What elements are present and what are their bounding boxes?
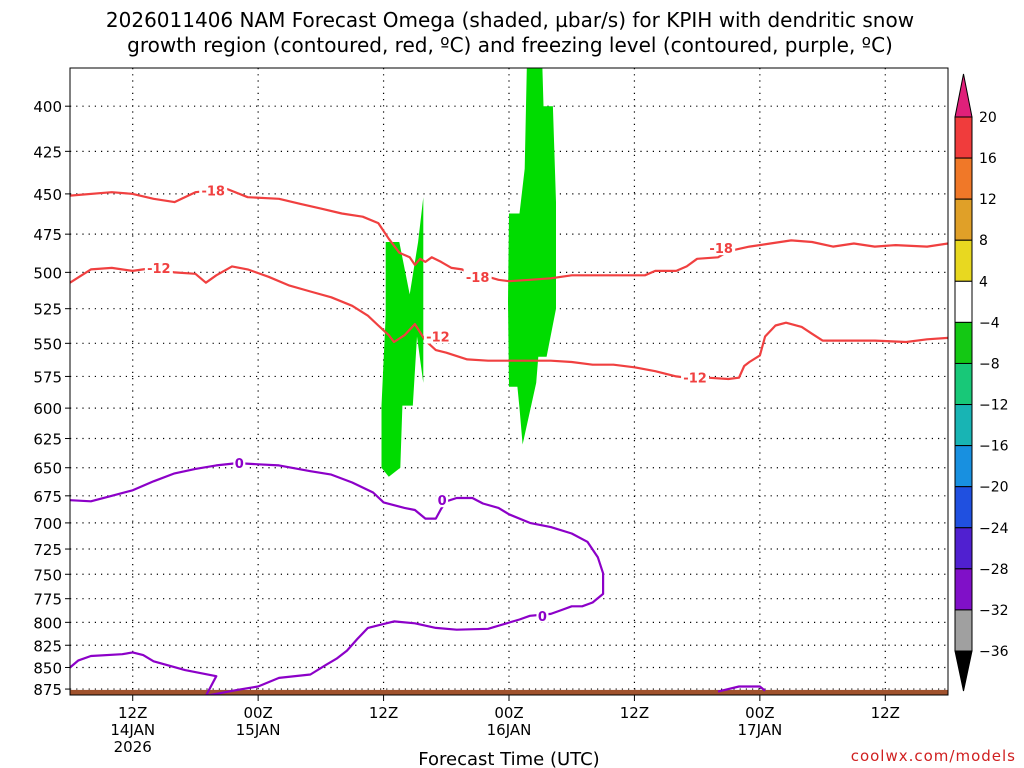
contour-label-bg <box>199 182 228 198</box>
contour-label-bg <box>436 492 449 508</box>
x-tick-label: 16JAN <box>487 721 532 739</box>
colorbar-swatch <box>954 157 973 200</box>
contour-label: 0 <box>438 494 447 509</box>
colorbar-tick-label: −4 <box>979 315 1000 331</box>
x-tick-label: 12Z <box>871 704 900 722</box>
colorbar-tick-label: 16 <box>979 151 997 167</box>
contour-label-bg <box>536 607 549 623</box>
x-tick-label: 00Z <box>494 704 523 722</box>
contour-label: -12 <box>426 331 450 346</box>
y-tick-label: 450 <box>33 186 62 204</box>
colorbar-bottom-arrow <box>954 650 973 692</box>
y-tick-label: 725 <box>33 541 62 559</box>
colorbar-tick-label: 12 <box>979 192 997 208</box>
colorbar-swatch <box>954 362 973 406</box>
y-tick-label: 800 <box>33 614 62 632</box>
x-tick-label: 2026 <box>114 738 152 756</box>
y-tick-label: 875 <box>33 681 62 699</box>
y-tick-label: 525 <box>33 301 62 319</box>
y-tick-label: 775 <box>33 591 62 609</box>
y-tick-label: 550 <box>33 335 62 353</box>
y-tick-label: 425 <box>33 143 62 161</box>
colorbar-tick-label: −12 <box>979 398 1009 414</box>
contour-line <box>70 265 948 381</box>
y-tick-label: 700 <box>33 515 62 533</box>
x-tick-label: 12Z <box>620 704 649 722</box>
colorbar-swatch <box>954 527 973 570</box>
y-tick-label: 400 <box>33 98 62 116</box>
contour-line <box>717 685 766 693</box>
contour-label: 0 <box>538 610 547 625</box>
colorbar-swatch <box>954 404 973 447</box>
x-tick-label: 12Z <box>118 704 147 722</box>
colorbar-tick-label: −32 <box>979 603 1009 619</box>
contour-label-bg <box>707 240 736 256</box>
y-tick-label: 825 <box>33 637 62 655</box>
colorbar-tick-label: −8 <box>979 356 1000 372</box>
terrain-fill <box>70 689 948 695</box>
y-axis: 400 425 450 475 500 525 550 575 600 625 650 675 700 7… <box>33 98 70 699</box>
credit-text: coolwx.com/models <box>851 747 1016 765</box>
x-tick-label: 17JAN <box>737 721 782 739</box>
y-tick-label: 575 <box>33 368 62 386</box>
x-tick-label: 12Z <box>369 704 398 722</box>
colorbar: 20 16 12 8 4 −4 −8 −12 −16 −20 −24 −28 −32 −36 <box>954 73 1009 692</box>
y-tick-label: 475 <box>33 226 62 244</box>
x-tick-label: 15JAN <box>236 721 281 739</box>
colorbar-top-arrow <box>954 73 973 118</box>
contour-lines <box>70 187 948 695</box>
colorbar-tick-label: −36 <box>979 644 1009 660</box>
contour-label: -18 <box>709 242 733 257</box>
colorbar-tick-label: −28 <box>979 562 1009 578</box>
colorbar-tick-label: 8 <box>979 233 988 249</box>
y-tick-label: 850 <box>33 659 62 677</box>
x-axis-label: Forecast Time (UTC) <box>418 749 599 768</box>
y-tick-label: 750 <box>33 566 62 584</box>
colorbar-swatch <box>954 568 973 611</box>
contour-label-bg <box>463 268 492 284</box>
contour-label-bg <box>144 259 173 275</box>
contour-label-bg <box>233 455 246 471</box>
x-tick-label: 00Z <box>745 704 774 722</box>
colorbar-tick-label: −24 <box>979 521 1009 537</box>
colorbar-tick-label: 20 <box>979 110 997 126</box>
chart-title-line1: 2026011406 NAM Forecast Omega (shaded, µ… <box>106 8 914 32</box>
colorbar-swatch <box>954 198 973 241</box>
contour-label-bg <box>423 328 452 344</box>
colorbar-swatch <box>954 445 973 488</box>
colorbar-tick-label: −20 <box>979 480 1009 496</box>
chart-title-line2: growth region (contoured, red, ºC) and f… <box>127 33 893 57</box>
omega-region <box>508 68 556 445</box>
grid-lines <box>70 68 948 695</box>
colorbar-swatch <box>954 321 973 364</box>
y-tick-label: 650 <box>33 460 62 478</box>
contour-label: -12 <box>683 372 707 387</box>
contour-label: -18 <box>466 271 490 286</box>
terrain-band <box>70 689 948 695</box>
colorbar-swatch <box>954 609 973 652</box>
contour-label: -18 <box>201 185 225 200</box>
colorbar-tick-label: 4 <box>979 274 988 290</box>
contour-label: -12 <box>147 262 171 277</box>
colorbar-swatch <box>954 486 973 529</box>
y-tick-label: 600 <box>33 400 62 418</box>
colorbar-swatch <box>954 116 973 159</box>
contour-line <box>70 462 605 695</box>
y-tick-label: 675 <box>33 488 62 506</box>
x-tick-label: 00Z <box>243 704 272 722</box>
contour-label-bg <box>681 369 710 385</box>
contour-line <box>70 651 218 695</box>
contour-label: 0 <box>235 457 244 472</box>
colorbar-swatch <box>954 239 973 282</box>
contour-labels: -18 -12 -18 -12 -18 -12 0 0 0 <box>144 182 736 625</box>
x-tick-label: 14JAN <box>110 721 155 739</box>
colorbar-tick-label: −16 <box>979 439 1009 455</box>
y-tick-label: 625 <box>33 431 62 449</box>
colorbar-swatch <box>954 280 973 323</box>
y-tick-label: 500 <box>33 264 62 282</box>
